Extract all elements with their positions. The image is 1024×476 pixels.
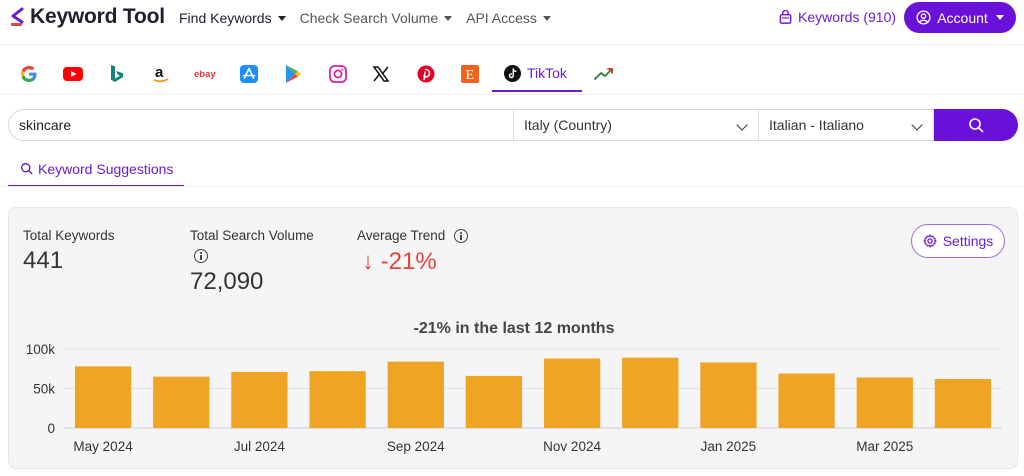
- logo-text: Keyword Tool: [30, 5, 165, 28]
- y-tick-label: 100k: [26, 342, 56, 357]
- total-keywords-value: 441: [23, 247, 64, 274]
- caret-down-icon: [542, 15, 551, 21]
- chart-bar[interactable]: [231, 371, 288, 428]
- ebay-text: ebay: [194, 69, 216, 80]
- keyword-tool-logo-icon: [11, 7, 24, 26]
- platform-tabs: a ebay: [0, 56, 1024, 94]
- gear-icon: [923, 234, 937, 248]
- trend-bar-chart: 0 50k 100k May 2024 Jul 2024 Sep 2024 Nov 2024…: [26, 342, 1002, 454]
- x-tick-label: May 2024: [73, 439, 133, 454]
- language-select[interactable]: Italian - Italiano: [759, 109, 934, 141]
- nav-find-keywords[interactable]: Find Keywords: [179, 10, 286, 26]
- basket-icon: [779, 9, 792, 24]
- tab-tiktok-label: TikTok: [527, 65, 567, 81]
- search-icon: [20, 162, 33, 175]
- chevron-down-icon: [911, 119, 923, 131]
- x-tick-label: Jan 2025: [701, 439, 757, 454]
- chart-bar[interactable]: [856, 377, 913, 428]
- chart-bar[interactable]: [309, 371, 366, 428]
- chevron-down-icon: [736, 119, 748, 131]
- chart-bar[interactable]: [700, 362, 757, 428]
- language-select-value: Italian - Italiano: [769, 117, 864, 133]
- search-bar: skincare Italy (Country) Italian - Itali…: [8, 109, 1018, 141]
- search-icon: [969, 118, 984, 133]
- average-trend-value: ↓ -21%: [362, 248, 437, 275]
- app-store-icon[interactable]: [239, 64, 259, 84]
- tab-tiktok[interactable]: TikTok: [492, 56, 582, 92]
- search-button[interactable]: [934, 109, 1018, 141]
- tab-keyword-suggestions-label: Keyword Suggestions: [38, 160, 174, 177]
- tab-keyword-suggestions[interactable]: Keyword Suggestions: [8, 152, 184, 187]
- ebay-icon[interactable]: ebay: [194, 64, 218, 84]
- google-icon[interactable]: [19, 64, 39, 84]
- youtube-icon[interactable]: [63, 64, 83, 84]
- chart-bar[interactable]: [465, 375, 523, 428]
- etsy-letter: E: [466, 68, 475, 83]
- chart-bar[interactable]: [543, 358, 601, 428]
- trends-icon[interactable]: [594, 64, 614, 84]
- account-button[interactable]: Account: [904, 2, 1016, 33]
- bing-icon[interactable]: [107, 64, 127, 84]
- total-keywords-label: Total Keywords: [23, 228, 115, 243]
- settings-button[interactable]: Settings: [911, 224, 1005, 258]
- chart-bar[interactable]: [74, 366, 132, 428]
- chart-bar[interactable]: [622, 357, 679, 428]
- info-icon[interactable]: [454, 229, 468, 243]
- x-tick-label: Mar 2025: [856, 439, 913, 454]
- y-tick-label: 50k: [33, 382, 55, 397]
- x-tick-label: Sep 2024: [387, 439, 445, 454]
- caret-down-icon: [277, 15, 286, 21]
- x-tick-label: Nov 2024: [543, 439, 601, 454]
- chart-bar[interactable]: [934, 379, 992, 428]
- x-tick-label: Jul 2024: [234, 439, 286, 454]
- divider: [0, 186, 1024, 187]
- nav-check-search-volume-label: Check Search Volume: [299, 10, 439, 26]
- keywords-count: Keywords (910): [798, 9, 897, 25]
- total-search-volume-value: 72,090: [190, 268, 264, 295]
- average-trend-label: Average Trend: [357, 228, 446, 243]
- y-tick-label: 0: [47, 421, 55, 436]
- instagram-icon[interactable]: [328, 64, 348, 84]
- account-label: Account: [937, 9, 988, 26]
- country-select[interactable]: Italy (Country): [514, 109, 759, 141]
- search-input[interactable]: skincare: [8, 109, 514, 141]
- chart-bar[interactable]: [387, 361, 444, 428]
- amazon-letter: a: [155, 64, 164, 81]
- tiktok-icon: [504, 64, 521, 82]
- etsy-icon[interactable]: E: [460, 64, 480, 84]
- amazon-icon[interactable]: a: [151, 64, 171, 84]
- logo[interactable]: Keyword Tool: [10, 5, 165, 29]
- caret-down-icon: [995, 15, 1004, 20]
- nav-api-access-label: API Access: [466, 10, 537, 26]
- search-query: skincare: [19, 117, 72, 133]
- caret-down-icon: [444, 15, 453, 21]
- divider: [0, 44, 1024, 45]
- chart-title: -21% in the last 12 months: [413, 320, 615, 337]
- chart-bar[interactable]: [153, 376, 210, 428]
- nav-find-keywords-label: Find Keywords: [179, 10, 272, 26]
- top-header: Keyword Tool Find Keywords Check Search …: [0, 0, 1024, 40]
- nav-api-access[interactable]: API Access: [466, 10, 551, 26]
- main-nav: Find Keywords Check Search Volume API Ac…: [179, 10, 551, 26]
- info-icon[interactable]: [194, 249, 208, 263]
- chart-bar[interactable]: [778, 373, 835, 428]
- pinterest-icon[interactable]: [416, 64, 436, 84]
- total-search-volume-label: Total Search Volume: [190, 228, 314, 243]
- country-select-value: Italy (Country): [524, 117, 612, 133]
- divider: [0, 94, 1024, 95]
- keywords-list-link[interactable]: Keywords (910): [778, 9, 896, 25]
- settings-button-label: Settings: [942, 233, 994, 249]
- stats-card: Total Keywords 441 Total Search Volume 7…: [8, 207, 1018, 469]
- x-icon[interactable]: [371, 64, 391, 84]
- play-store-icon[interactable]: [283, 64, 303, 84]
- nav-check-search-volume[interactable]: Check Search Volume: [300, 10, 453, 26]
- user-icon: [916, 10, 931, 25]
